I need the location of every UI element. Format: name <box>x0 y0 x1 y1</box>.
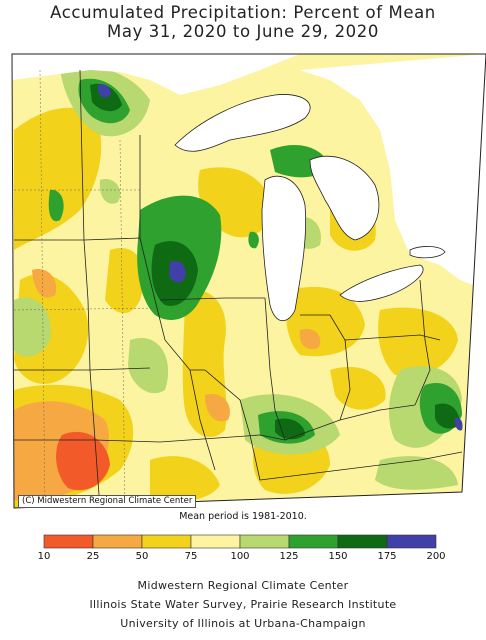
legend-swatch <box>92 534 143 549</box>
great-lakes <box>174 94 446 322</box>
minor-borders <box>13 69 161 508</box>
legend-swatch <box>386 534 437 549</box>
legend-swatch <box>43 534 94 549</box>
legend-label: 200 <box>426 551 446 562</box>
legend-label: 125 <box>279 551 299 562</box>
copyright-credit: (C) Midwestern Regional Climate Center <box>18 495 197 508</box>
map-subtitle: May 31, 2020 to June 29, 2020 <box>107 22 379 41</box>
lake-superior <box>174 94 311 152</box>
mean-period-note: Mean period is 1981-2010. <box>179 511 307 522</box>
canada-area <box>12 54 486 95</box>
footer-institute: Illinois State Water Survey, Prairie Res… <box>89 598 397 611</box>
extremely-wet-regions <box>97 84 463 431</box>
lake-erie <box>339 264 424 302</box>
legend-swatch <box>141 534 192 549</box>
northeast-outside <box>300 54 486 290</box>
legend-label: 150 <box>328 551 348 562</box>
legend-swatch <box>190 534 241 549</box>
map-frame <box>11 53 486 509</box>
footer-university: University of Illinois at Urbana-Champai… <box>120 617 366 630</box>
state-borders <box>14 69 463 508</box>
legend-swatch <box>337 534 388 549</box>
footer-org: Midwestern Regional Climate Center <box>137 579 349 592</box>
extremely-dry-region <box>56 431 110 491</box>
lake-ontario <box>409 246 446 259</box>
legend-swatch <box>239 534 290 549</box>
legend-label: 10 <box>37 551 51 562</box>
legend-swatch <box>288 534 339 549</box>
legend-label: 100 <box>230 551 250 562</box>
legend-label: 50 <box>135 551 149 562</box>
map-title: Accumulated Precipitation: Percent of Me… <box>50 3 436 22</box>
lake-michigan <box>261 175 307 322</box>
legend-label: 175 <box>377 551 397 562</box>
color-legend <box>43 534 437 549</box>
lake-huron <box>309 155 380 241</box>
precipitation-map <box>11 53 486 509</box>
legend-label: 75 <box>184 551 198 562</box>
legend-label: 25 <box>86 551 100 562</box>
